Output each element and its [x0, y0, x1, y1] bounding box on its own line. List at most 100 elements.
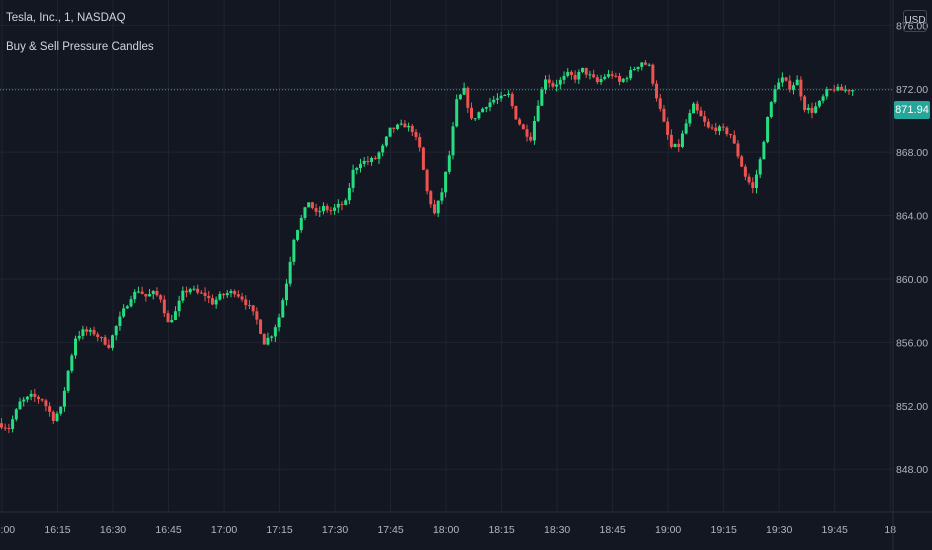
y-tick-label: 872.00: [896, 84, 928, 96]
candle-body: [196, 288, 200, 293]
candle-body: [251, 305, 255, 312]
candle-body: [362, 160, 366, 164]
candle-body: [118, 316, 122, 327]
candle-body: [429, 191, 433, 205]
candle-body: [273, 327, 277, 337]
candle-body: [395, 124, 399, 129]
candle-body: [14, 409, 18, 420]
candle-body: [281, 300, 285, 318]
x-tick-label: 18:30: [544, 524, 570, 536]
candle-body: [655, 83, 659, 99]
candle-body: [677, 143, 681, 147]
candle-body: [544, 79, 548, 90]
candle-body: [592, 74, 596, 78]
candle-body: [229, 291, 233, 294]
candle-body: [640, 62, 644, 67]
candle-body: [236, 294, 240, 297]
candle-body: [780, 77, 784, 83]
candle-body: [40, 399, 44, 401]
candle-body: [181, 290, 185, 301]
candle-body: [170, 319, 174, 323]
last-price-label: 871.94: [894, 101, 930, 119]
candle-body: [555, 84, 559, 87]
candle-body: [688, 113, 692, 124]
candle-body: [403, 123, 407, 128]
candle-body: [373, 158, 377, 160]
candle-body: [462, 87, 466, 95]
candle-body: [340, 203, 344, 205]
candle-body: [392, 127, 396, 129]
candle-body: [240, 296, 244, 300]
candle-body: [847, 89, 851, 92]
candle-body: [714, 127, 718, 132]
candle-body: [266, 337, 270, 345]
candle-body: [773, 89, 777, 103]
symbol-title[interactable]: Tesla, Inc., 1, NASDAQ: [6, 12, 126, 24]
candle-body: [692, 103, 696, 114]
candle-body: [444, 171, 448, 193]
candle-body: [284, 283, 288, 301]
candle-body: [81, 329, 85, 336]
candle-body: [48, 406, 52, 412]
candle-body: [62, 390, 66, 407]
candle-body: [851, 90, 855, 92]
candle-body: [388, 127, 392, 137]
candle-body: [510, 93, 514, 106]
candle-body: [840, 86, 844, 91]
candle-body: [173, 311, 177, 320]
candle-body: [495, 98, 499, 100]
candle-body: [148, 294, 152, 297]
candle-body: [66, 370, 70, 391]
candle-body: [210, 298, 214, 305]
candle-body: [344, 200, 348, 205]
candle-body: [732, 135, 736, 144]
currency-button[interactable]: USD: [903, 10, 927, 32]
candle-body: [51, 411, 55, 421]
candle-body: [810, 107, 814, 113]
candle-body: [754, 174, 758, 188]
candle-body: [717, 126, 721, 132]
candle-body: [599, 79, 603, 83]
candle-body: [484, 107, 488, 109]
candle-body: [791, 85, 795, 90]
candle-body: [825, 89, 829, 97]
candle-body: [503, 95, 507, 97]
indicator-title[interactable]: Buy & Sell Pressure Candles: [6, 41, 154, 53]
candle-body: [140, 291, 144, 294]
candle-body: [573, 74, 577, 80]
candle-body: [288, 261, 292, 284]
candle-body: [433, 204, 436, 214]
candle-body: [751, 182, 755, 188]
candle-body: [562, 75, 566, 80]
candle-body: [651, 64, 655, 84]
y-tick-label: 868.00: [896, 147, 928, 159]
candle-body: [529, 136, 533, 141]
candle-body: [725, 127, 729, 135]
candle-body: [658, 98, 662, 109]
candle-body: [22, 399, 26, 402]
candle-body: [99, 336, 103, 338]
candle-body: [425, 169, 429, 192]
candle-body: [96, 334, 100, 337]
candle-body: [618, 76, 622, 82]
candle-body: [151, 291, 155, 295]
x-tick-label: 19:30: [766, 524, 792, 536]
candle-body: [351, 169, 355, 188]
candle-body: [777, 82, 781, 90]
candle-body: [33, 393, 37, 397]
candle-body: [766, 116, 770, 142]
candle-body: [55, 413, 59, 421]
candle-body: [577, 71, 581, 80]
candle-body: [832, 89, 836, 91]
candle-body: [680, 133, 684, 147]
candle-body: [107, 344, 111, 348]
candle-body: [155, 291, 159, 296]
candle-body: [470, 107, 474, 119]
candle-body: [185, 290, 189, 293]
candle-body: [125, 306, 129, 309]
candle-body: [233, 291, 237, 295]
candle-body: [673, 143, 677, 147]
candle-body: [410, 125, 414, 133]
